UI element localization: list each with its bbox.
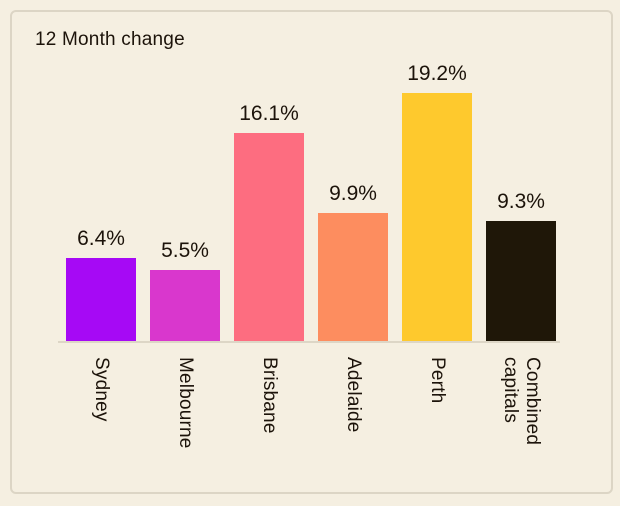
chart-card: 12 Month change 6.4% 5.5% 16.1% 9.9% 19.2% 9.…: [10, 10, 613, 494]
category-label: Perth: [426, 357, 448, 404]
bars-row: 6.4% 5.5% 16.1% 9.9% 19.2% 9.3%: [66, 63, 556, 341]
category-label: Melbourne: [174, 357, 196, 449]
bar-group: 9.3%: [486, 191, 556, 341]
bar-value-label: 19.2%: [407, 62, 467, 85]
bar-group: 6.4%: [66, 228, 136, 341]
bar-group: 5.5%: [150, 240, 220, 341]
category-label: Adelaide: [342, 357, 364, 433]
category-label-cell: Brisbane: [234, 357, 304, 497]
category-label: Combined capitals: [500, 357, 543, 446]
bar: [486, 221, 556, 341]
bar: [318, 213, 388, 341]
bar-value-label: 9.9%: [329, 182, 377, 205]
bar: [402, 93, 472, 341]
x-axis-line: [58, 341, 560, 343]
chart-title: 12 Month change: [35, 29, 185, 50]
category-label-cell: Melbourne: [150, 357, 220, 497]
bar: [66, 258, 136, 341]
category-label-cell: Perth: [402, 357, 472, 497]
bar-value-label: 9.3%: [497, 190, 545, 213]
bar-group: 16.1%: [234, 103, 304, 341]
category-label: Brisbane: [258, 357, 280, 434]
category-label-cell: Combined capitals: [486, 357, 556, 497]
bar-value-label: 6.4%: [77, 227, 125, 250]
bar: [150, 270, 220, 341]
bar-value-label: 5.5%: [161, 239, 209, 262]
category-labels-row: Sydney Melbourne Brisbane Adelaide Perth Comb…: [66, 357, 556, 497]
bar: [234, 133, 304, 341]
category-label: Sydney: [90, 357, 112, 422]
bar-group: 9.9%: [318, 183, 388, 341]
category-label-cell: Adelaide: [318, 357, 388, 497]
bar-value-label: 16.1%: [239, 102, 299, 125]
bar-chart: 12 Month change 6.4% 5.5% 16.1% 9.9% 19.2% 9.…: [12, 12, 611, 492]
category-label-cell: Sydney: [66, 357, 136, 497]
bar-group: 19.2%: [402, 63, 472, 341]
